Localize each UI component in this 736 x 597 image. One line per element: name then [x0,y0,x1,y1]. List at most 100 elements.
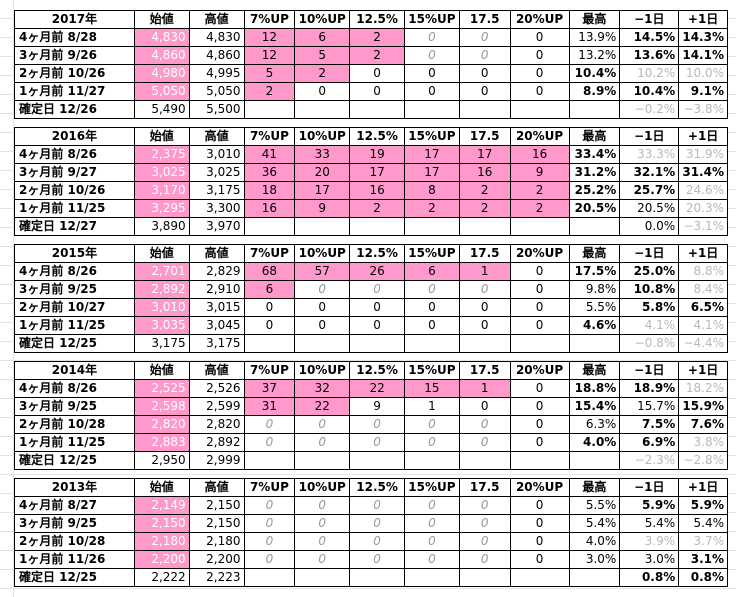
high-price-cell[interactable]: 3,175 [188,334,245,353]
count-cell[interactable]: 0 [404,433,460,452]
count-cell[interactable]: 0 [458,514,511,533]
high-price-cell[interactable]: 2,999 [188,451,245,470]
start-price-cell[interactable]: 5,490 [133,100,190,119]
count-cell[interactable]: 0 [243,316,296,335]
start-price-cell[interactable]: 2,149 [133,496,190,515]
count-cell[interactable]: 32 [294,379,351,398]
count-cell[interactable]: 0 [349,532,405,551]
high-price-cell[interactable]: 3,010 [188,145,245,164]
count-cell[interactable]: 8 [404,181,460,200]
high-price-cell[interactable]: 2,820 [188,415,245,434]
count-cell[interactable]: 0 [349,514,405,533]
plus1-cell[interactable]: 5.4% [678,514,728,533]
count-cell[interactable] [509,217,570,236]
count-cell[interactable]: 0 [243,415,296,434]
count-cell[interactable]: 0 [509,46,570,65]
count-cell[interactable]: 0 [294,415,351,434]
count-cell[interactable]: 0 [404,82,460,101]
count-cell[interactable]: 2 [509,181,570,200]
count-cell[interactable]: 37 [243,379,296,398]
count-cell[interactable]: 0 [509,298,570,317]
high-price-cell[interactable]: 4,995 [188,64,245,83]
high-price-cell[interactable]: 5,050 [188,82,245,101]
max-rate-cell[interactable] [568,334,621,353]
count-cell[interactable]: 33 [294,145,351,164]
count-cell[interactable]: 1 [458,262,511,281]
count-cell[interactable]: 0 [458,316,511,335]
high-price-cell[interactable]: 2,150 [188,496,245,515]
count-cell[interactable]: 0 [509,514,570,533]
minus1-cell[interactable]: 25.7% [619,181,680,200]
count-cell[interactable]: 0 [509,415,570,434]
count-cell[interactable] [458,217,511,236]
count-cell[interactable]: 0 [509,64,570,83]
max-rate-cell[interactable]: 5.5% [568,298,621,317]
max-rate-cell[interactable]: 3.0% [568,550,621,569]
count-cell[interactable]: 0 [243,514,296,533]
count-cell[interactable] [294,100,351,119]
count-cell[interactable]: 0 [509,82,570,101]
start-price-cell[interactable]: 3,170 [133,181,190,200]
count-cell[interactable] [509,334,570,353]
count-cell[interactable] [243,334,296,353]
plus1-cell[interactable]: 4.1% [678,316,728,335]
plus1-cell[interactable]: −4.4% [678,334,728,353]
count-cell[interactable]: 0 [509,397,570,416]
count-cell[interactable] [458,451,511,470]
minus1-cell[interactable]: 14.5% [619,28,680,47]
plus1-cell[interactable]: 0.8% [678,568,728,587]
plus1-cell[interactable]: 10.0% [678,64,728,83]
max-rate-cell[interactable]: 13.9% [568,28,621,47]
count-cell[interactable]: 0 [509,379,570,398]
count-cell[interactable]: 0 [349,496,405,515]
count-cell[interactable]: 0 [294,532,351,551]
high-price-cell[interactable]: 2,526 [188,379,245,398]
count-cell[interactable]: 0 [349,415,405,434]
count-cell[interactable]: 2 [243,82,296,101]
count-cell[interactable]: 0 [294,433,351,452]
plus1-cell[interactable]: 3.8% [678,433,728,452]
count-cell[interactable]: 0 [349,433,405,452]
plus1-cell[interactable]: −3.8% [678,100,728,119]
count-cell[interactable]: 0 [243,496,296,515]
count-cell[interactable]: 6 [404,262,460,281]
max-rate-cell[interactable] [568,100,621,119]
start-price-cell[interactable]: 2,883 [133,433,190,452]
minus1-cell[interactable]: 18.9% [619,379,680,398]
count-cell[interactable] [458,568,511,587]
start-price-cell[interactable]: 3,295 [133,199,190,218]
count-cell[interactable]: 2 [294,64,351,83]
count-cell[interactable]: 17 [294,181,351,200]
start-price-cell[interactable]: 2,375 [133,145,190,164]
count-cell[interactable]: 5 [294,46,351,65]
count-cell[interactable]: 0 [509,316,570,335]
count-cell[interactable]: 1 [458,379,511,398]
high-price-cell[interactable]: 3,175 [188,181,245,200]
count-cell[interactable]: 17 [404,163,460,182]
max-rate-cell[interactable]: 25.2% [568,181,621,200]
count-cell[interactable] [349,568,405,587]
count-cell[interactable]: 2 [404,199,460,218]
high-price-cell[interactable]: 3,300 [188,199,245,218]
start-price-cell[interactable]: 4,830 [133,28,190,47]
count-cell[interactable]: 0 [404,280,460,299]
minus1-cell[interactable]: 25.0% [619,262,680,281]
plus1-cell[interactable]: 31.9% [678,145,728,164]
count-cell[interactable]: 0 [458,280,511,299]
plus1-cell[interactable]: 8.4% [678,280,728,299]
count-cell[interactable] [458,100,511,119]
start-price-cell[interactable]: 4,860 [133,46,190,65]
minus1-cell[interactable]: 4.1% [619,316,680,335]
minus1-cell[interactable]: 20.5% [619,199,680,218]
count-cell[interactable]: 0 [404,550,460,569]
minus1-cell[interactable]: 5.8% [619,298,680,317]
minus1-cell[interactable]: 3.0% [619,550,680,569]
max-rate-cell[interactable]: 10.4% [568,64,621,83]
plus1-cell[interactable]: 24.6% [678,181,728,200]
count-cell[interactable]: 0 [294,496,351,515]
count-cell[interactable]: 0 [458,415,511,434]
minus1-cell[interactable]: 6.9% [619,433,680,452]
plus1-cell[interactable]: 31.4% [678,163,728,182]
count-cell[interactable]: 0 [294,82,351,101]
count-cell[interactable] [294,451,351,470]
